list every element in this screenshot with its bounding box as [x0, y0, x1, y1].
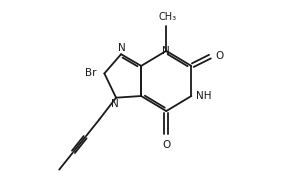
Text: O: O: [162, 140, 170, 150]
Text: N: N: [162, 46, 170, 56]
Text: Br: Br: [85, 68, 97, 78]
Text: CH₃: CH₃: [158, 12, 176, 22]
Text: N: N: [118, 43, 126, 53]
Text: N: N: [110, 99, 118, 109]
Text: O: O: [216, 51, 224, 61]
Text: NH: NH: [195, 91, 211, 101]
